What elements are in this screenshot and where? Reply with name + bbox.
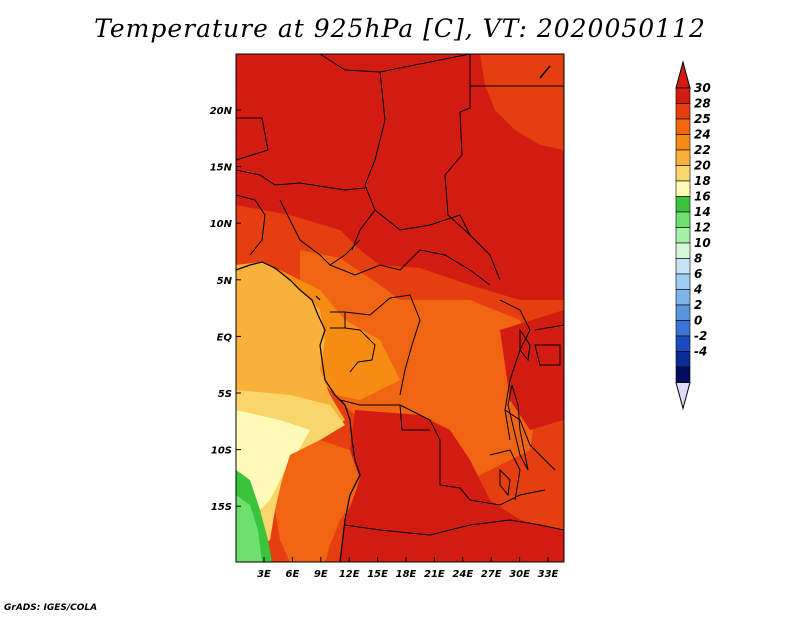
temperature-field bbox=[236, 54, 564, 562]
colorbar-label: 2 bbox=[694, 298, 702, 312]
colorbar-label: 25 bbox=[694, 112, 711, 126]
credit-label: GrADS: IGES/COLA bbox=[4, 603, 98, 613]
colorbar-segment bbox=[675, 304, 691, 321]
colorbar-label: 30 bbox=[694, 81, 711, 95]
colorbar-segment bbox=[675, 180, 691, 197]
colorbar-label: 18 bbox=[694, 174, 711, 188]
colorbar-segment bbox=[675, 366, 691, 383]
colorbar-segment bbox=[675, 196, 691, 213]
axis-ticks bbox=[236, 109, 549, 562]
lon-label: 9E bbox=[314, 569, 328, 580]
colorbar-segment bbox=[675, 118, 691, 135]
lat-label: 10N bbox=[210, 219, 233, 230]
colorbar-bottom-triangle bbox=[675, 382, 691, 411]
colorbar-label: 22 bbox=[694, 143, 711, 157]
country-borders bbox=[236, 54, 564, 536]
colorbar-label: -2 bbox=[694, 329, 707, 343]
colorbar-label: 10 bbox=[694, 236, 711, 250]
lat-label: 15S bbox=[211, 502, 232, 513]
colorbar-segment bbox=[675, 335, 691, 352]
colorbar-segment bbox=[675, 87, 691, 104]
lon-label: 30E bbox=[509, 569, 530, 580]
colorbar-label: 6 bbox=[694, 267, 702, 281]
colorbar-segment bbox=[675, 227, 691, 244]
lon-label: 3E bbox=[257, 569, 271, 580]
lon-label: 24E bbox=[452, 569, 473, 580]
colorbar-label: 4 bbox=[693, 283, 702, 297]
colorbar-label: 20 bbox=[694, 159, 711, 173]
lon-label: 18E bbox=[396, 569, 417, 580]
colorbar-label: 8 bbox=[694, 252, 702, 266]
colorbar-segment bbox=[675, 273, 691, 290]
lat-label: 5N bbox=[217, 276, 233, 287]
lon-label: 33E bbox=[538, 569, 559, 580]
lat-label: EQ bbox=[217, 332, 233, 343]
colorbar-label: 0 bbox=[694, 314, 702, 328]
colorbar-label: 16 bbox=[694, 190, 711, 204]
colorbar-segment bbox=[675, 258, 691, 275]
lat-label: 5S bbox=[218, 389, 232, 400]
lat-label: 15N bbox=[210, 163, 233, 174]
colorbar-label: 14 bbox=[694, 205, 711, 219]
colorbar-segment bbox=[675, 242, 691, 259]
longitude-labels: 3E 6E 9E 12E 15E 18E 21E 24E 27E 30E 33E bbox=[257, 569, 558, 580]
lon-label: 27E bbox=[481, 569, 502, 580]
colorbar-segment bbox=[675, 351, 691, 368]
map-frame bbox=[235, 53, 565, 563]
colorbar-segment bbox=[675, 134, 691, 151]
colorbar-segment bbox=[675, 289, 691, 306]
lakes bbox=[499, 328, 531, 497]
lon-label: 12E bbox=[339, 569, 360, 580]
colorbar-segment bbox=[675, 165, 691, 182]
colorbar-top-triangle bbox=[675, 60, 691, 89]
colorbar-segment bbox=[675, 149, 691, 166]
colorbar-label: -4 bbox=[694, 345, 707, 359]
colorbar-label: 28 bbox=[694, 97, 711, 111]
lon-label: 15E bbox=[367, 569, 388, 580]
lat-label: 10S bbox=[211, 446, 232, 457]
colorbar-segment bbox=[675, 211, 691, 228]
lon-label: 6E bbox=[286, 569, 300, 580]
colorbar-label: 24 bbox=[694, 128, 711, 142]
latitude-labels: 20N 15N 10N 5N EQ 5S 10S 15S bbox=[210, 106, 233, 513]
lat-label: 20N bbox=[210, 106, 233, 117]
chart-title: Temperature at 925hPa [C], VT: 202005011… bbox=[94, 14, 706, 43]
colorbar-label: 12 bbox=[694, 221, 711, 235]
lon-label: 21E bbox=[424, 569, 445, 580]
colorbar-segment bbox=[675, 320, 691, 337]
coastline bbox=[235, 65, 551, 563]
colorbar-segment bbox=[675, 103, 691, 120]
